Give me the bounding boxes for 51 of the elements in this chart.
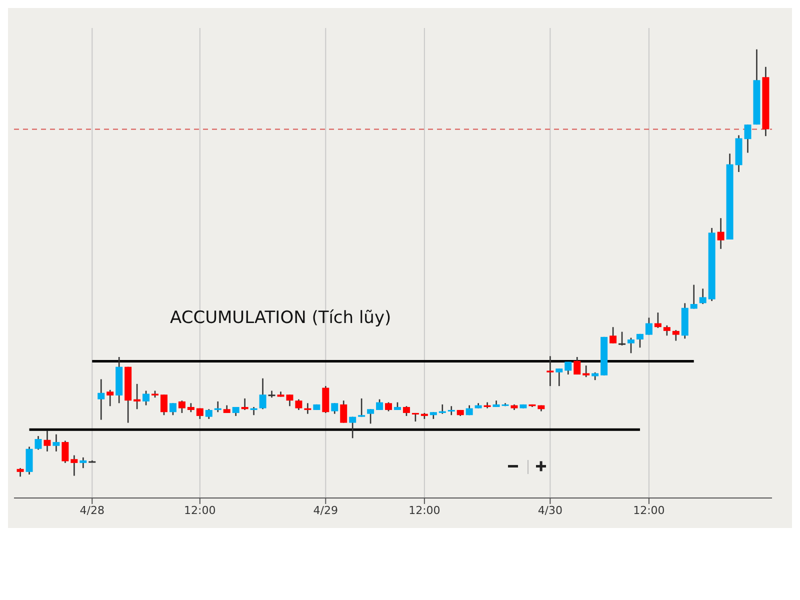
candlestick — [663, 324, 670, 336]
candlestick — [744, 124, 752, 154]
candlestick — [295, 398, 302, 411]
candlestick — [402, 405, 410, 417]
x-tick-label: 12:00 — [633, 504, 665, 517]
candlestick — [62, 440, 69, 464]
candlestick — [70, 454, 78, 476]
candlestick — [628, 337, 634, 354]
candlestick — [331, 402, 338, 414]
candlestick — [699, 288, 706, 305]
candlestick — [44, 430, 51, 452]
candlestick — [98, 378, 105, 420]
x-tick-label: 12:00 — [184, 504, 216, 517]
candlestick — [672, 329, 680, 342]
candlestick — [582, 364, 590, 378]
x-tick-label: 4/30 — [538, 504, 563, 517]
candlestick — [690, 284, 698, 310]
candlestick — [717, 217, 724, 250]
candlestick — [645, 317, 652, 336]
candlestick — [564, 361, 572, 376]
candlestick — [142, 390, 150, 406]
candlestick — [349, 416, 356, 439]
x-tick-label: 12:00 — [408, 504, 440, 517]
candlestick — [574, 356, 581, 376]
candlestick — [618, 331, 626, 346]
candlestick — [367, 408, 374, 424]
candlestick — [556, 368, 563, 387]
candlestick — [259, 378, 266, 410]
candlestick — [26, 446, 33, 476]
candlestick — [636, 333, 644, 348]
candlestick — [169, 402, 176, 416]
candlestick — [52, 434, 60, 452]
candlestick — [610, 326, 617, 344]
candlestick — [376, 398, 384, 411]
candlestick — [80, 456, 87, 469]
candlestick — [178, 400, 186, 414]
candlestick — [358, 398, 366, 418]
candlestick — [106, 389, 114, 407]
annotation: ACCUMULATION (Tích lũy) — [170, 308, 392, 328]
x-tick-label: 4/29 — [313, 504, 338, 517]
x-tick-label: 4/28 — [80, 504, 104, 517]
candlestick — [654, 312, 662, 329]
candlestick — [241, 398, 248, 411]
candlestick — [205, 408, 212, 420]
candlestick — [546, 355, 554, 387]
candlestick — [34, 435, 42, 450]
candlestick — [286, 394, 294, 407]
candlestick — [340, 400, 348, 424]
candlestick — [134, 383, 141, 410]
candlestick — [448, 405, 455, 416]
candlestick — [160, 394, 168, 416]
